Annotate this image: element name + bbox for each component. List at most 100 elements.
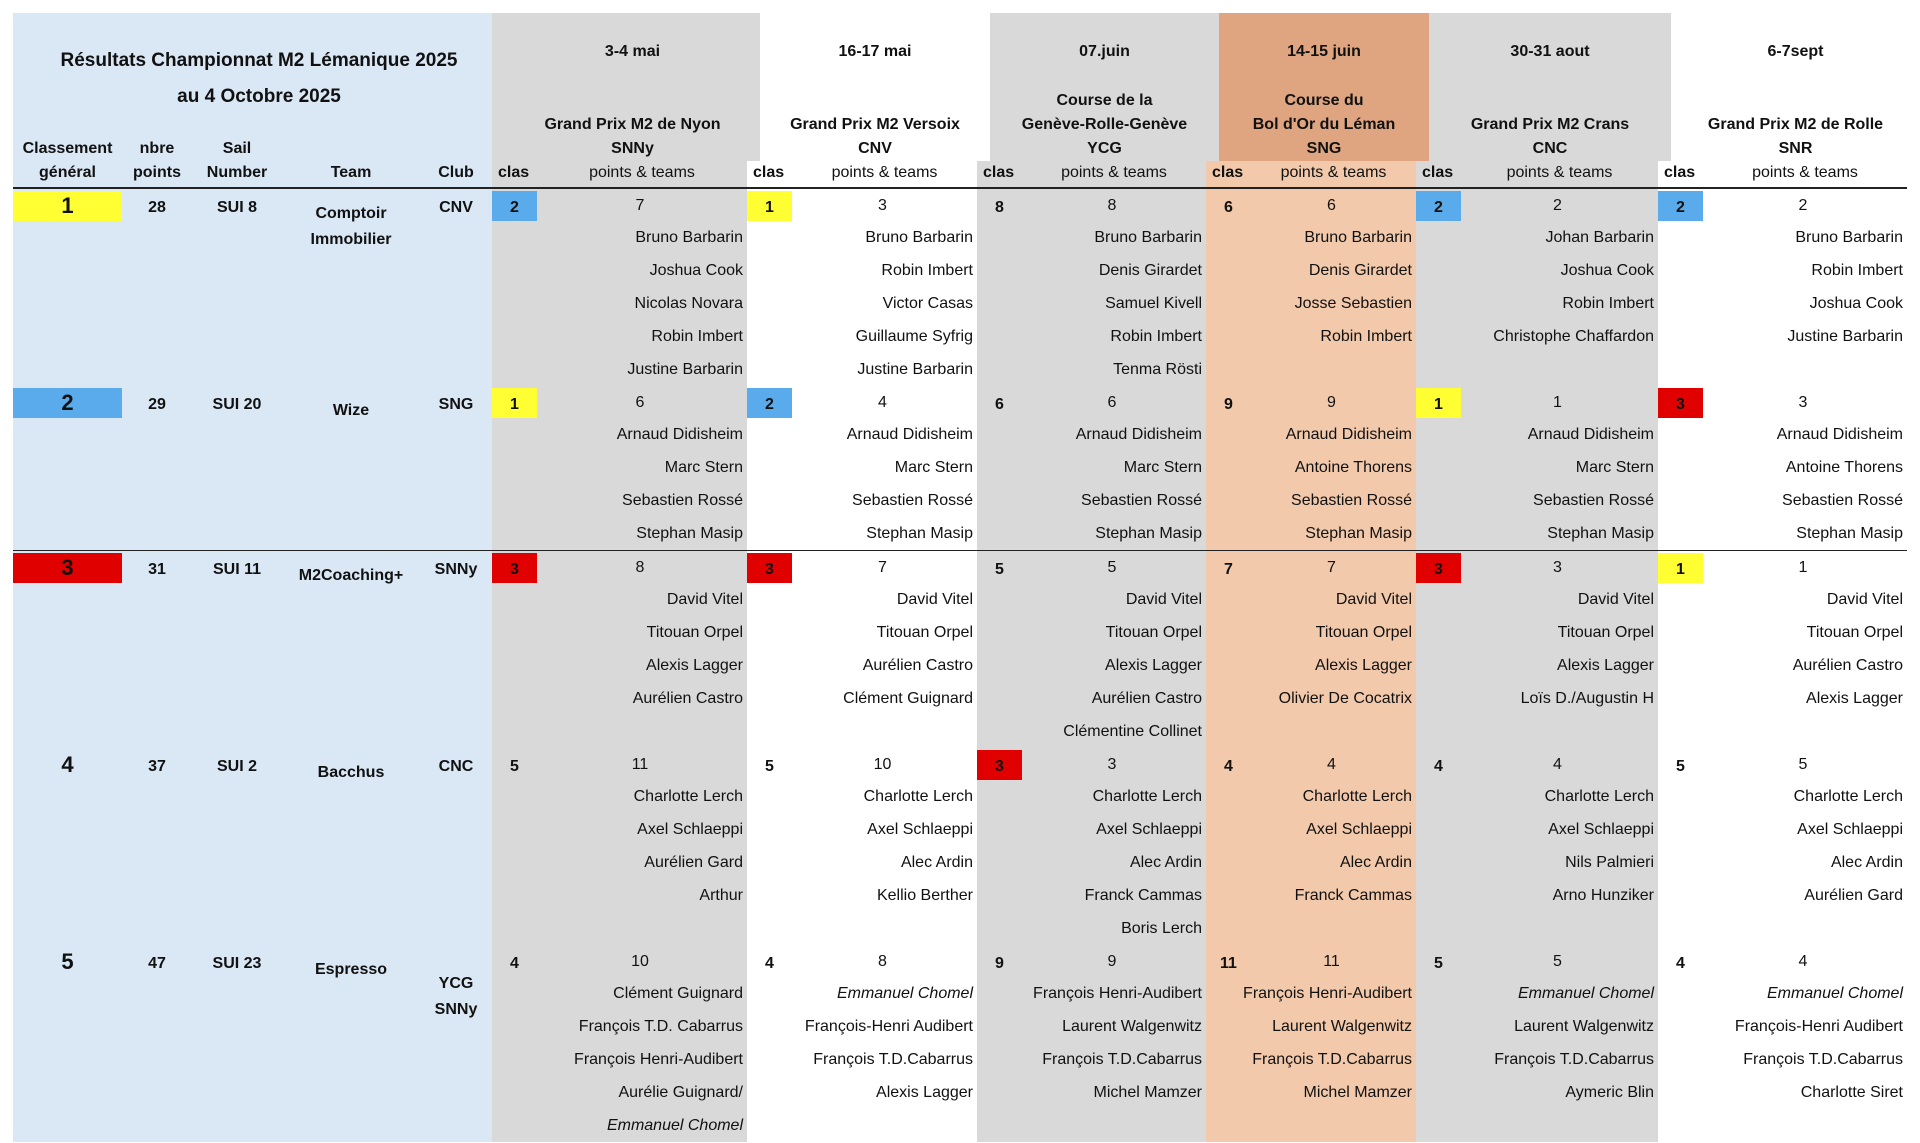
crew-member: Alexis Lagger xyxy=(876,1084,973,1101)
clas-badge: 5 xyxy=(510,758,519,775)
team-points: 37 xyxy=(122,748,192,945)
event-clas-cell: 9 xyxy=(977,945,1022,1142)
event-name-line: CNC xyxy=(1532,140,1568,157)
crew-member: Sebastien Rossé xyxy=(622,492,743,509)
crew-member: Denis Girardet xyxy=(1308,262,1412,279)
event-points: 4 xyxy=(1327,756,1336,773)
crew-member: Marc Stern xyxy=(1575,459,1654,476)
crew-member: Alexis Lagger xyxy=(1557,657,1654,674)
clas-badge: 2 xyxy=(1416,191,1461,221)
crew-member: Olivier De Cocatrix xyxy=(1278,690,1412,707)
event-points: 2 xyxy=(1798,197,1808,214)
column-header-club: Club xyxy=(420,13,492,187)
crew-member: Justine Barbarin xyxy=(857,361,973,378)
clas-badge: 6 xyxy=(995,396,1004,413)
clas-badge: 1 xyxy=(1416,388,1461,418)
club: SNNy xyxy=(420,551,492,748)
event-clas-cell: 4 xyxy=(1658,945,1703,1142)
crew-member: Charlotte Lerch xyxy=(1092,788,1202,805)
crew-member: Loïs D./Augustin H xyxy=(1520,690,1654,707)
event-crew-cell: 8 David Vitel Titouan Orpel Alexis Lagger Au… xyxy=(537,551,747,748)
crew-member: Aurélien Castro xyxy=(862,657,973,674)
team-points: 31 xyxy=(122,551,192,748)
event-name: Grand Prix M2 de Nyon SNNy xyxy=(505,113,760,161)
crew-member: Michel Mamzer xyxy=(1303,1084,1412,1101)
event-clas-cell: 6 xyxy=(1206,189,1251,386)
title-line-2: au 4 Octobre 2025 xyxy=(177,86,341,107)
clas-badge: 8 xyxy=(995,199,1004,216)
event-crew-cell: 6 Arnaud Didisheim Marc Stern Sebastien Ros… xyxy=(537,386,747,550)
clas-badge: 6 xyxy=(1224,199,1233,216)
crew-member: Robin Imbert xyxy=(881,262,973,279)
crew-member: Bruno Barbarin xyxy=(1304,229,1412,246)
crew-member: Aurélien Gard xyxy=(644,854,743,871)
crew-member: Titouan Orpel xyxy=(1557,624,1654,641)
team-name-line: M2Coaching+ xyxy=(298,567,404,584)
event-clas-cell: 2 xyxy=(1658,189,1703,386)
crew-member: Guillaume Syfrig xyxy=(855,328,973,345)
event-points: 3 xyxy=(1798,394,1808,411)
event-crew-cell: 3 Arnaud Didisheim Antoine Thorens Sebastie… xyxy=(1703,386,1907,550)
team-points: 47 xyxy=(122,945,192,1142)
event-points: 10 xyxy=(631,953,649,970)
crew-member: Victor Casas xyxy=(882,295,973,312)
clas-badge: 11 xyxy=(1220,955,1237,972)
column-header-team-line: Team xyxy=(330,164,372,181)
clas-badge: 1 xyxy=(492,388,537,418)
event-points: 7 xyxy=(1327,559,1336,576)
results-body: 1 28 SUI 8 Comptoir Immobilier CNV 2 7 Bruno Bar… xyxy=(13,189,1907,1142)
crew-member: François Henri-Audibert xyxy=(1033,985,1202,1002)
event-header: 16-17 mai Grand Prix M2 Versoix CNV xyxy=(760,13,990,161)
clas-badge: 4 xyxy=(1676,955,1685,972)
event-points: 9 xyxy=(1327,394,1336,411)
crew-member: Michel Mamzer xyxy=(1093,1084,1202,1101)
team-row: 1 28 SUI 8 Comptoir Immobilier CNV 2 7 Bruno Bar… xyxy=(13,189,1907,386)
event-points: 11 xyxy=(631,756,649,773)
event-crew-cell: 2 Bruno Barbarin Robin Imbert Joshua Cook Ju… xyxy=(1703,189,1907,386)
column-header-classement-line: Classement xyxy=(22,140,113,157)
event-name-line: Grand Prix M2 de Rolle xyxy=(1707,116,1884,133)
crew-member: Arnaud Didisheim xyxy=(1527,426,1654,443)
crew-member: Sebastien Rossé xyxy=(852,492,973,509)
team-name: M2Coaching+ xyxy=(282,551,420,748)
event-clas-cell: 9 xyxy=(1206,386,1251,550)
event-crew-cell: 6 Arnaud Didisheim Marc Stern Sebastien Ros… xyxy=(1022,386,1206,550)
crew-member: Nicolas Novara xyxy=(634,295,743,312)
event-crew-cell: 10 Clément Guignard François T.D. Cabarrus… xyxy=(537,945,747,1142)
crew-member: Axel Schlaeppi xyxy=(1096,821,1202,838)
event-crew-cell: 3 Charlotte Lerch Axel Schlaeppi Alec Ardin… xyxy=(1022,748,1206,945)
clas-badge: 4 xyxy=(765,955,774,972)
event-crew-cell: 3 David Vitel Titouan Orpel Alexis Lagger Lo… xyxy=(1461,551,1658,748)
event-clas-cell: 1 xyxy=(1658,551,1703,748)
event-date: 14-15 juin xyxy=(1287,43,1361,60)
clas-badge: 3 xyxy=(1658,388,1703,418)
column-header-classement: Classement général xyxy=(13,13,122,187)
event-points: 8 xyxy=(878,953,887,970)
crew-member: Emmanuel Chomel xyxy=(1766,985,1903,1002)
team-name-line: Comptoir xyxy=(315,205,387,222)
crew-member: Charlotte Lerch xyxy=(1793,788,1903,805)
event-points: 6 xyxy=(1327,197,1336,214)
column-header-points-line: points xyxy=(133,164,181,181)
event-clas-cell: 8 xyxy=(977,189,1022,386)
column-header-sail-line: Number xyxy=(206,164,268,181)
crew-member: Axel Schlaeppi xyxy=(1797,821,1903,838)
rank-badge: 4 xyxy=(61,752,74,777)
crew-member: Arnaud Didisheim xyxy=(616,426,743,443)
crew-member: Laurent Walgenwitz xyxy=(1514,1018,1654,1035)
rank-cell: 1 xyxy=(13,189,122,386)
event-name: Grand Prix M2 de Rolle SNR xyxy=(1671,113,1920,161)
crew-member: Emmanuel Chomel xyxy=(606,1117,743,1134)
crew-member: Kellio Berther xyxy=(876,887,973,904)
clas-badge: 3 xyxy=(492,553,537,583)
header-divider xyxy=(13,187,1907,189)
event-clas-cell: 5 xyxy=(1416,945,1461,1142)
event-crew-cell: 10 Charlotte Lerch Axel Schlaeppi Alec Ardi… xyxy=(792,748,977,945)
event-crew-cell: 7 David Vitel Titouan Orpel Aurélien Castro… xyxy=(792,551,977,748)
event-header: 14-15 juin Course du Bol d'Or du Léman SNG xyxy=(1219,13,1429,161)
event-crew-cell: 4 Charlotte Lerch Axel Schlaeppi Alec Ardin… xyxy=(1251,748,1416,945)
clas-badge: 4 xyxy=(510,955,519,972)
clas-badge: 5 xyxy=(1676,758,1685,775)
event-points: 6 xyxy=(635,394,645,411)
crew-member: Robin Imbert xyxy=(1811,262,1903,279)
